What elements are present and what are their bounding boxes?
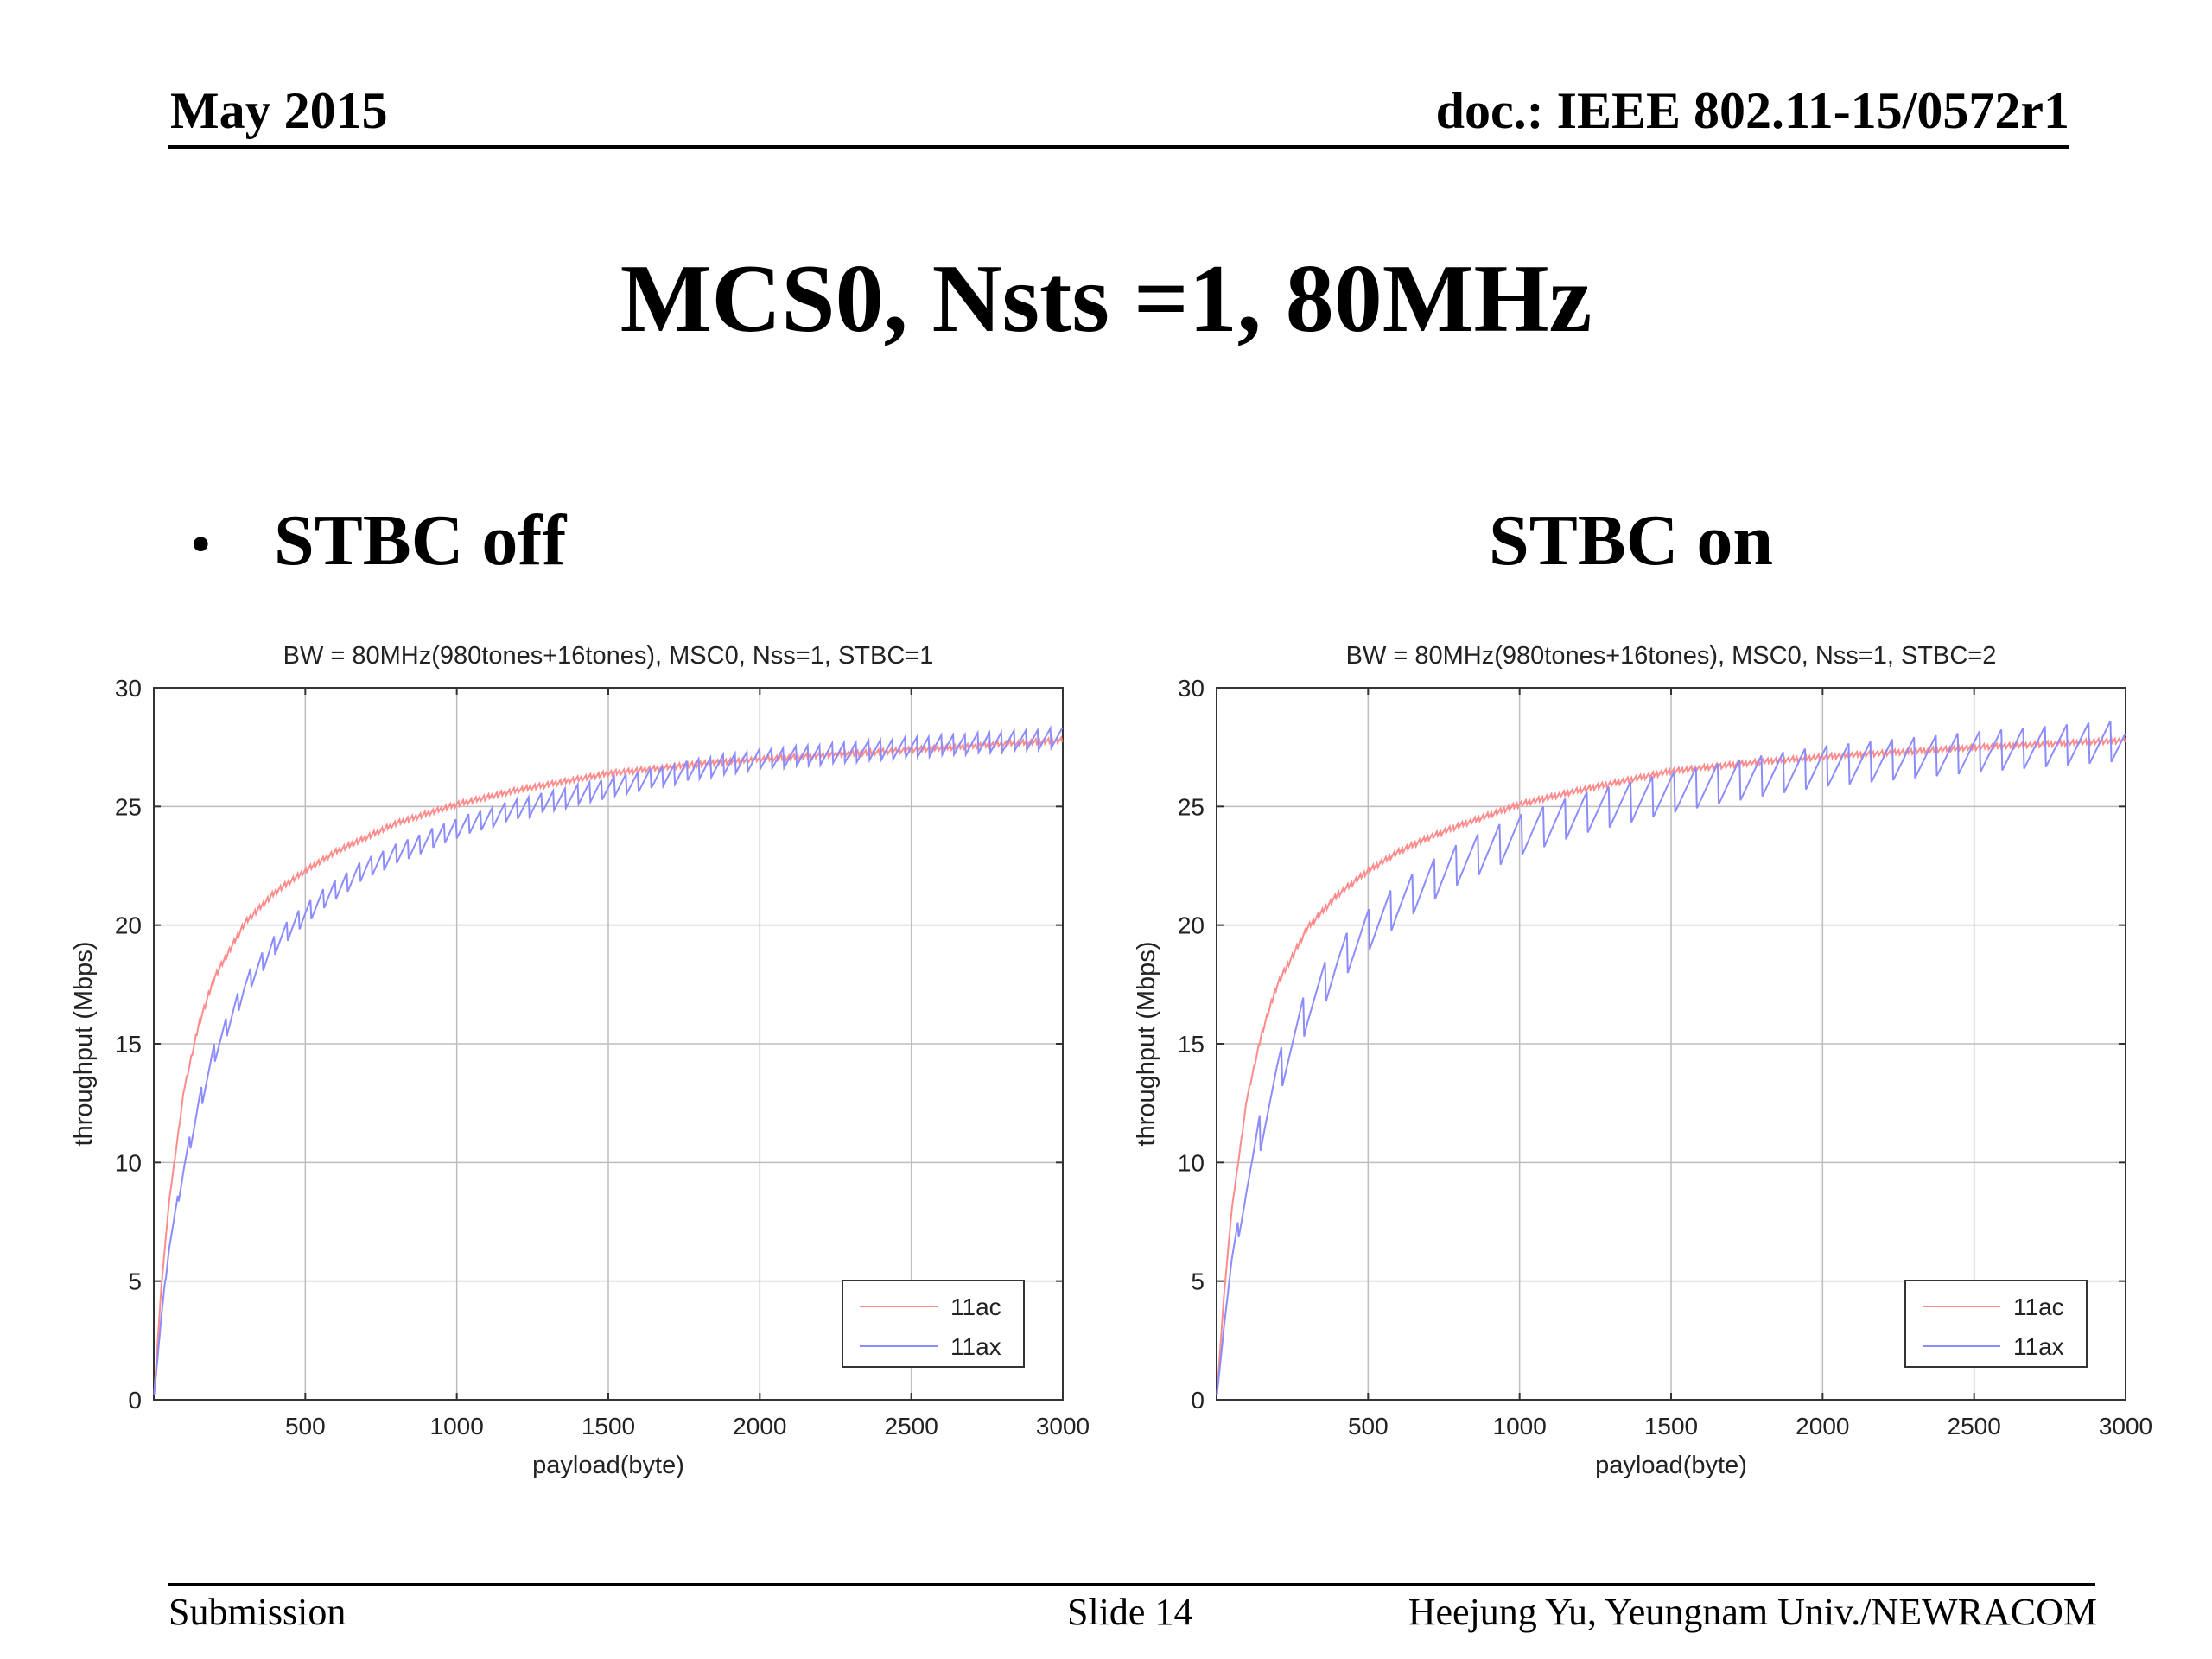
chart-title: BW = 80MHz(980tones+16tones), MSC0, Nss=…: [1346, 642, 1997, 670]
x-tick-label: 2500: [1948, 1413, 2001, 1440]
y-tick-label: 15: [115, 1031, 142, 1058]
x-tick-label: 1500: [1644, 1413, 1698, 1440]
y-tick-label: 20: [1178, 912, 1205, 939]
legend-box: [842, 1280, 1025, 1368]
header-date: May 2015: [170, 82, 388, 139]
legend-box: [1904, 1280, 2088, 1368]
footer-submission: Submission: [168, 1591, 346, 1633]
chart-title: BW = 80MHz(980tones+16tones), MSC0, Nss=…: [283, 642, 934, 670]
legend-label-11ax: 11ax: [950, 1333, 1001, 1360]
y-tick-label: 0: [1191, 1387, 1205, 1414]
y-tick-label: 5: [128, 1268, 142, 1295]
y-tick-label: 0: [128, 1387, 142, 1414]
x-tick-label: 2000: [1796, 1413, 1849, 1440]
subtitle-stbc-off: STBC off: [274, 500, 567, 581]
footer-authors: Heejung Yu, Yeungnam Univ./NEWRACOM: [1408, 1591, 2097, 1633]
slide-title: MCS0, Nsts =1, 80MHz: [620, 245, 1592, 353]
legend-label-11ax: 11ax: [2013, 1333, 2064, 1360]
x-tick-label: 3000: [2099, 1413, 2152, 1440]
header-divider: [168, 145, 2069, 149]
y-tick-label: 15: [1178, 1031, 1205, 1058]
series-line-11ac: [1216, 735, 2126, 1395]
y-tick-label: 30: [115, 675, 142, 702]
footer-slide-number: Slide 14: [1067, 1591, 1193, 1633]
x-tick-label: 1500: [582, 1413, 635, 1440]
y-tick-label: 10: [1178, 1149, 1205, 1176]
y-axis-label: throughput (Mbps): [70, 942, 98, 1147]
legend-label-11ac: 11ac: [950, 1294, 1001, 1320]
footer-divider: [168, 1583, 2095, 1586]
x-tick-label: 500: [285, 1413, 326, 1440]
bullet-marker: •: [190, 512, 212, 578]
chart-stbc-on: BW = 80MHz(980tones+16tones), MSC0, Nss=…: [1133, 642, 2152, 1479]
x-axis-label: payload(byte): [1595, 1452, 1747, 1479]
header-doc-id: doc.: IEEE 802.11-15/0572r1: [1435, 82, 2069, 139]
y-tick-label: 10: [115, 1149, 142, 1176]
subtitle-stbc-on: STBC on: [1489, 500, 1774, 581]
x-tick-label: 3000: [1036, 1413, 1090, 1440]
x-tick-label: 1000: [430, 1413, 484, 1440]
x-axis-label: payload(byte): [532, 1452, 684, 1479]
series-line-11ax: [153, 724, 1064, 1395]
x-tick-label: 500: [1348, 1413, 1389, 1440]
y-tick-label: 5: [1191, 1268, 1205, 1295]
series-line-11ax: [1216, 721, 2126, 1395]
x-tick-label: 2000: [733, 1413, 786, 1440]
chart-stbc-off: BW = 80MHz(980tones+16tones), MSC0, Nss=…: [70, 642, 1090, 1479]
x-tick-label: 2500: [885, 1413, 938, 1440]
y-axis-label: throughput (Mbps): [1133, 942, 1160, 1147]
y-tick-label: 30: [1178, 675, 1205, 702]
y-tick-label: 25: [115, 793, 142, 820]
y-tick-label: 25: [1178, 793, 1205, 820]
x-tick-label: 1000: [1493, 1413, 1547, 1440]
legend-label-11ac: 11ac: [2013, 1294, 2064, 1320]
y-tick-label: 20: [115, 912, 142, 939]
